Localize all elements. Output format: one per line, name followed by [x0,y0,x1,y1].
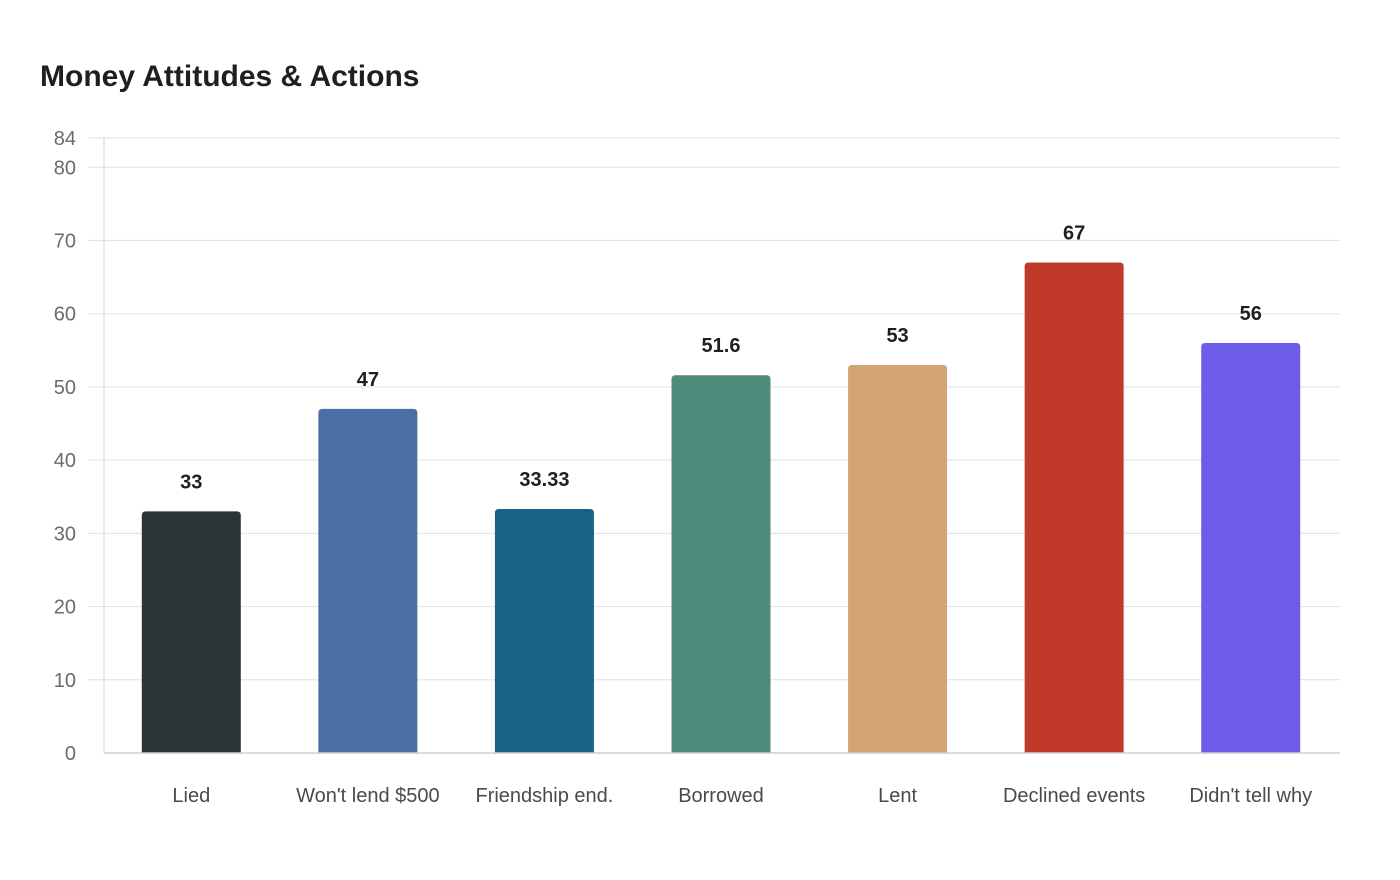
x-tick-label: Lied [172,785,210,807]
data-label: 51.6 [702,335,741,357]
y-tick-label: 80 [54,157,76,179]
x-tick-label: Didn't tell why [1189,785,1312,807]
bar [1024,262,1124,753]
y-tick-label: 84 [54,128,76,150]
bar [318,408,418,753]
data-label: 53 [886,325,908,347]
x-tick-label: Won't lend $500 [296,785,440,807]
y-tick-label: 30 [54,523,76,545]
data-label: 33 [180,471,202,493]
data-label: 56 [1240,303,1262,325]
x-tick-label: Friendship end. [475,785,613,807]
y-tick-label: 0 [65,743,76,765]
y-tick-label: 40 [54,450,76,472]
chart-title: Money Attitudes & Actions [40,60,420,93]
y-tick-label: 60 [54,304,76,326]
bar [141,511,241,753]
x-tick-label: Borrowed [678,785,764,807]
y-tick-label: 20 [54,597,76,619]
x-tick-label: Declined events [1003,785,1145,807]
data-label: 33.33 [519,469,569,491]
y-tick-label: 10 [54,670,76,692]
data-label: 67 [1063,222,1085,244]
bar [494,508,594,753]
y-tick-label: 70 [54,231,76,253]
bar [848,364,948,753]
bar [1201,343,1301,753]
data-label: 47 [357,369,379,391]
y-tick-label: 50 [54,377,76,399]
x-tick-label: Lent [878,785,917,807]
bar [671,375,771,753]
